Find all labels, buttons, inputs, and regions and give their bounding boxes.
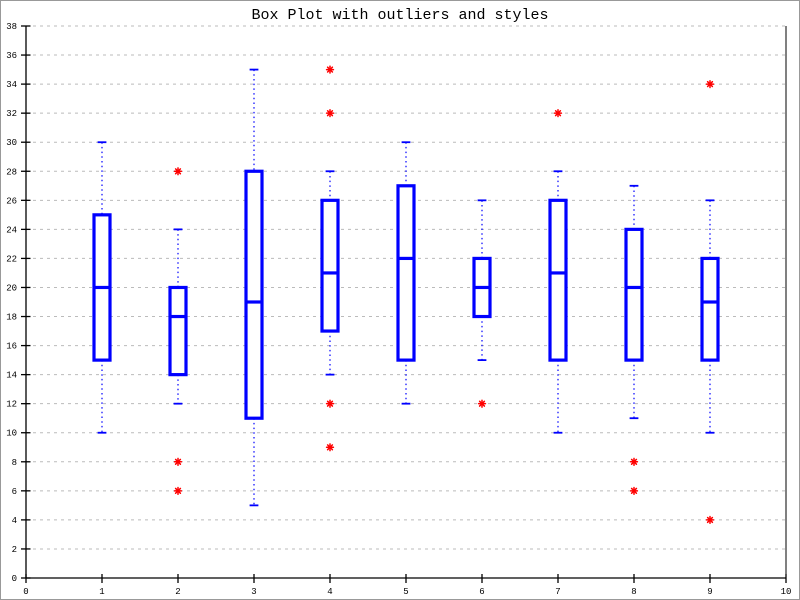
svg-text:9: 9 <box>707 587 712 597</box>
svg-text:Box Plot with outliers and sty: Box Plot with outliers and styles <box>251 7 548 24</box>
svg-text:20: 20 <box>6 283 17 293</box>
svg-text:4: 4 <box>327 587 332 597</box>
svg-text:2: 2 <box>175 587 180 597</box>
svg-text:26: 26 <box>6 196 17 206</box>
svg-text:6: 6 <box>12 487 17 497</box>
svg-text:10: 10 <box>781 587 792 597</box>
svg-text:30: 30 <box>6 138 17 148</box>
svg-text:34: 34 <box>6 80 17 90</box>
svg-text:32: 32 <box>6 109 17 119</box>
svg-text:28: 28 <box>6 167 17 177</box>
svg-text:5: 5 <box>403 587 408 597</box>
svg-text:1: 1 <box>99 587 104 597</box>
svg-text:12: 12 <box>6 400 17 410</box>
svg-text:7: 7 <box>555 587 560 597</box>
svg-text:18: 18 <box>6 313 17 323</box>
svg-text:36: 36 <box>6 51 17 61</box>
svg-text:22: 22 <box>6 254 17 264</box>
svg-text:0: 0 <box>23 587 28 597</box>
svg-text:8: 8 <box>631 587 636 597</box>
svg-text:8: 8 <box>12 458 17 468</box>
svg-text:0: 0 <box>12 574 17 584</box>
svg-text:24: 24 <box>6 225 17 235</box>
svg-text:4: 4 <box>12 516 17 526</box>
svg-text:6: 6 <box>479 587 484 597</box>
svg-text:14: 14 <box>6 371 17 381</box>
svg-text:38: 38 <box>6 22 17 32</box>
svg-text:16: 16 <box>6 342 17 352</box>
svg-text:2: 2 <box>12 545 17 555</box>
svg-text:10: 10 <box>6 429 17 439</box>
svg-text:3: 3 <box>251 587 256 597</box>
